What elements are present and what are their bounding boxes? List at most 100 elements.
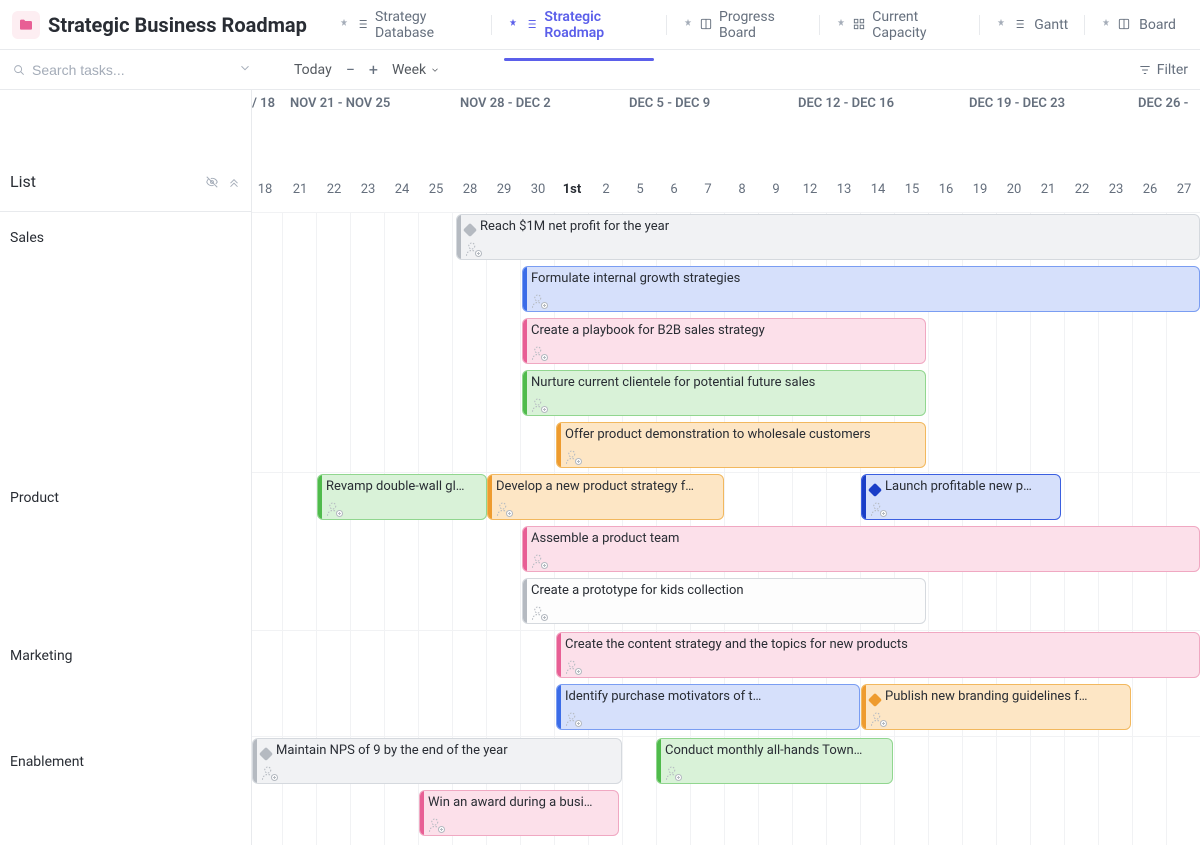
task-bar[interactable]: Create the content strategy and the topi… <box>556 632 1200 678</box>
search-input[interactable] <box>32 62 232 78</box>
page-title: Strategic Business Roadmap <box>48 13 307 37</box>
list-icon <box>355 17 369 33</box>
tabs: Strategy Database Strategic Roadmap Progre… <box>327 1 1188 49</box>
add-assignee-icon[interactable] <box>496 500 717 520</box>
task-title: Conduct monthly all-hands Town… <box>665 743 862 758</box>
add-assignee-icon[interactable] <box>565 658 1193 678</box>
filter-icon <box>1138 63 1152 77</box>
day-label: 7 <box>704 182 711 197</box>
tab-label: Strategy Database <box>375 9 475 41</box>
task-title: Create the content strategy and the topi… <box>565 637 908 652</box>
task-bar[interactable]: Launch profitable new p… <box>861 474 1061 520</box>
add-assignee-icon[interactable] <box>261 764 615 784</box>
add-assignee-icon[interactable] <box>465 240 1193 260</box>
tab-label: Strategic Roadmap <box>544 9 650 41</box>
group-enablement[interactable]: Enablement <box>0 736 251 846</box>
group-marketing[interactable]: Marketing <box>0 630 251 736</box>
tab-board[interactable]: Board <box>1089 9 1188 41</box>
list-icon <box>524 17 538 33</box>
search-box[interactable] <box>12 61 252 79</box>
pin-icon <box>683 18 693 31</box>
day-label: 24 <box>395 182 410 197</box>
day-label: 25 <box>429 182 444 197</box>
plus-icon[interactable]: + <box>369 60 378 79</box>
week-label: DEC 5 - DEC 9 <box>629 96 710 111</box>
board-icon <box>699 17 713 33</box>
add-assignee-icon[interactable] <box>531 396 919 416</box>
timeline[interactable]: / 18NOV 21 - NOV 25NOV 28 - DEC 2DEC 5 -… <box>252 90 1200 845</box>
task-bar[interactable]: Develop a new product strategy f… <box>487 474 724 520</box>
week-label: / 18 <box>252 96 275 111</box>
range-select[interactable]: Week <box>392 62 440 78</box>
add-assignee-icon[interactable] <box>531 344 919 364</box>
tab-progress-board[interactable]: Progress Board <box>671 1 815 49</box>
day-label: 27 <box>1177 182 1192 197</box>
today-button[interactable]: Today <box>294 62 332 78</box>
add-assignee-icon[interactable] <box>531 604 919 624</box>
task-bar[interactable]: Maintain NPS of 9 by the end of the year <box>252 738 622 784</box>
day-label: 21 <box>1041 182 1056 197</box>
day-label: 6 <box>670 182 677 197</box>
day-label: 14 <box>871 182 886 197</box>
group-sales[interactable]: Sales <box>0 212 251 472</box>
pin-icon <box>339 18 349 31</box>
task-bar[interactable]: Revamp double-wall gl… <box>317 474 487 520</box>
add-assignee-icon[interactable] <box>870 500 1054 520</box>
week-label: DEC 19 - DEC 23 <box>969 96 1065 111</box>
search-icon <box>12 63 26 77</box>
tab-label: Board <box>1139 17 1176 33</box>
chevron-down-icon[interactable] <box>238 61 252 79</box>
task-bar[interactable]: Assemble a product team <box>522 526 1200 572</box>
tab-strategic-roadmap[interactable]: Strategic Roadmap <box>496 1 662 49</box>
add-assignee-icon[interactable] <box>565 710 853 730</box>
task-bar[interactable]: Nurture current clientele for potential … <box>522 370 926 416</box>
day-label: 23 <box>361 182 376 197</box>
day-label: 5 <box>636 182 643 197</box>
add-assignee-icon[interactable] <box>428 816 612 836</box>
week-label: DEC 12 - DEC 16 <box>798 96 894 111</box>
add-assignee-icon[interactable] <box>531 292 1193 312</box>
day-label: 2 <box>602 182 609 197</box>
add-assignee-icon[interactable] <box>326 500 480 520</box>
task-bar[interactable]: Create a playbook for B2B sales strategy <box>522 318 926 364</box>
week-header: / 18NOV 21 - NOV 25NOV 28 - DEC 2DEC 5 -… <box>252 90 1200 120</box>
task-bar[interactable]: Conduct monthly all-hands Town… <box>656 738 893 784</box>
add-assignee-icon[interactable] <box>870 710 1124 730</box>
filter-button[interactable]: Filter <box>1138 62 1188 78</box>
add-assignee-icon[interactable] <box>565 448 919 468</box>
toolbar: Today − + Week Filter <box>0 50 1200 90</box>
main: List SalesProductMarketingEnablement / 1… <box>0 90 1200 845</box>
group-product[interactable]: Product <box>0 472 251 630</box>
task-title: Offer product demonstration to wholesale… <box>565 427 871 442</box>
task-bar[interactable]: Offer product demonstration to wholesale… <box>556 422 926 468</box>
group-separator <box>252 630 1200 631</box>
task-title: Formulate internal growth strategies <box>531 271 740 286</box>
task-bar[interactable]: Create a prototype for kids collection <box>522 578 926 624</box>
add-assignee-icon[interactable] <box>665 764 886 784</box>
left-panel: List SalesProductMarketingEnablement <box>0 90 252 845</box>
tab-strategy-database[interactable]: Strategy Database <box>327 1 488 49</box>
task-title: Create a playbook for B2B sales strategy <box>531 323 765 338</box>
pin-icon <box>1101 18 1111 31</box>
add-assignee-icon[interactable] <box>531 552 1193 572</box>
task-bar[interactable]: Identify purchase motivators of t… <box>556 684 860 730</box>
task-bar[interactable]: Reach $1M net profit for the year <box>456 214 1200 260</box>
day-label: 18 <box>258 182 273 197</box>
day-label: 26 <box>1143 182 1158 197</box>
tab-gantt[interactable]: Gantt <box>984 9 1080 41</box>
pin-icon <box>508 18 518 31</box>
week-label: NOV 28 - DEC 2 <box>460 96 551 111</box>
grid-body[interactable]: Reach $1M net profit for the year Formula… <box>252 212 1200 845</box>
chevron-down-icon <box>430 65 440 75</box>
day-label: 15 <box>905 182 920 197</box>
task-bar[interactable]: Publish new branding guidelines f… <box>861 684 1131 730</box>
pin-icon <box>836 18 846 31</box>
tab-current-capacity[interactable]: Current Capacity <box>824 1 975 49</box>
board-icon <box>1117 17 1133 33</box>
group-separator <box>252 472 1200 473</box>
task-bar[interactable]: Win an award during a busi… <box>419 790 619 836</box>
hide-icon[interactable] <box>205 175 219 189</box>
collapse-icon[interactable] <box>227 175 241 189</box>
task-bar[interactable]: Formulate internal growth strategies <box>522 266 1200 312</box>
minus-icon[interactable]: − <box>346 60 355 79</box>
